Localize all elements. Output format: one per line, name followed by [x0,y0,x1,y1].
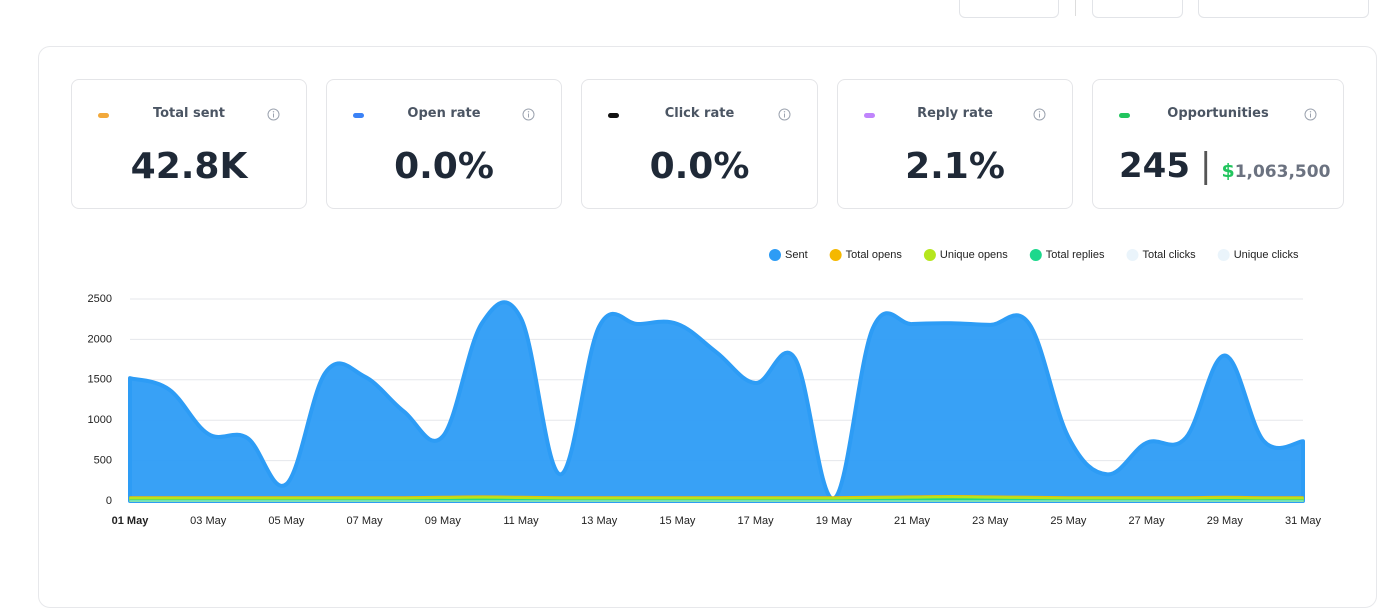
card-label: Reply rate [917,106,993,121]
x-tick-label: 13 May [581,515,618,527]
x-tick-label: 09 May [425,515,462,527]
legend-marker [1217,249,1230,261]
stat-card: Open rate 0.0% [326,79,562,209]
card-dot [1119,113,1130,118]
y-tick-label: 2500 [88,293,112,305]
x-tick-label: 29 May [1207,515,1244,527]
y-tick-label: 1500 [88,374,112,386]
legend-label[interactable]: Total clicks [1143,249,1197,261]
legend-label[interactable]: Sent [785,249,808,261]
separator: | [1199,146,1212,186]
x-tick-label: 21 May [894,515,931,527]
card-dot [608,113,619,118]
card-label: Opportunities [1167,106,1269,121]
legend-label[interactable]: Total opens [846,249,903,261]
legend-label[interactable]: Total replies [1046,249,1105,261]
filter-button[interactable] [1092,0,1183,18]
y-tick-label: 500 [94,455,112,467]
opportunity-count: 245 [1119,146,1190,186]
stat-card: Opportunities 245 | $1,063,500 [1092,79,1344,209]
legend-marker [923,249,936,261]
legend-marker [1126,249,1139,261]
info-icon[interactable] [778,108,791,121]
stat-card: Total sent 42.8K [71,79,307,209]
y-tick-label: 1000 [88,414,112,426]
page: Total sent 42.8K Open rate 0.0% Click rate 0.… [38,0,1377,608]
card-label: Click rate [664,106,735,121]
info-icon[interactable] [1304,108,1317,121]
share-button[interactable] [959,0,1059,18]
info-icon[interactable] [1033,108,1046,121]
area [128,300,1305,503]
x-tick-label: 25 May [1050,515,1087,527]
card-dot [353,113,364,118]
stat-card: Click rate 0.0% [581,79,818,209]
x-tick-label: 05 May [268,515,305,527]
card-label: Open rate [407,106,481,121]
x-tick-label: 27 May [1129,515,1166,527]
x-tick-label: 07 May [347,515,384,527]
x-tick-label: 23 May [972,515,1009,527]
card-value: 0.0% [649,146,750,187]
legend-marker [769,249,781,261]
info-icon[interactable] [267,108,280,121]
x-tick-label: 19 May [816,515,853,527]
amount: 1,063,500 [1234,162,1331,182]
currency: $ [1221,160,1235,182]
x-tick-label: 15 May [659,515,696,527]
x-tick-label: 01 May [112,515,150,527]
chart: 0 500 1000 1500 2000 2500 01 May 03 May 05 May 07… [88,249,1322,527]
card-value: 42.8K [130,146,248,187]
card-value: 2.1% [905,146,1005,187]
area [129,498,1304,502]
x-tick-label: 17 May [738,515,775,527]
y-tick-label: 0 [106,495,112,507]
info-icon[interactable] [522,108,535,121]
date-range-button[interactable] [1198,0,1369,18]
card-label: Total sent [152,106,226,121]
card-value: 0.0% [394,146,494,187]
legend-label[interactable]: Unique clicks [1234,249,1299,261]
y-tick-label: 2000 [88,333,112,345]
divider [1075,0,1076,16]
card-dot [98,113,109,118]
x-tick-label: 03 May [190,515,227,527]
x-tick-label: 11 May [503,515,539,527]
x-tick-label: 31 May [1285,515,1322,527]
legend-marker [1029,249,1042,261]
stat-card: Reply rate 2.1% [837,79,1073,209]
legend-marker [829,249,842,261]
legend-label[interactable]: Unique opens [940,249,1008,261]
card-dot [864,113,875,118]
card-value: 245 | $1,063,500 [1119,146,1330,186]
